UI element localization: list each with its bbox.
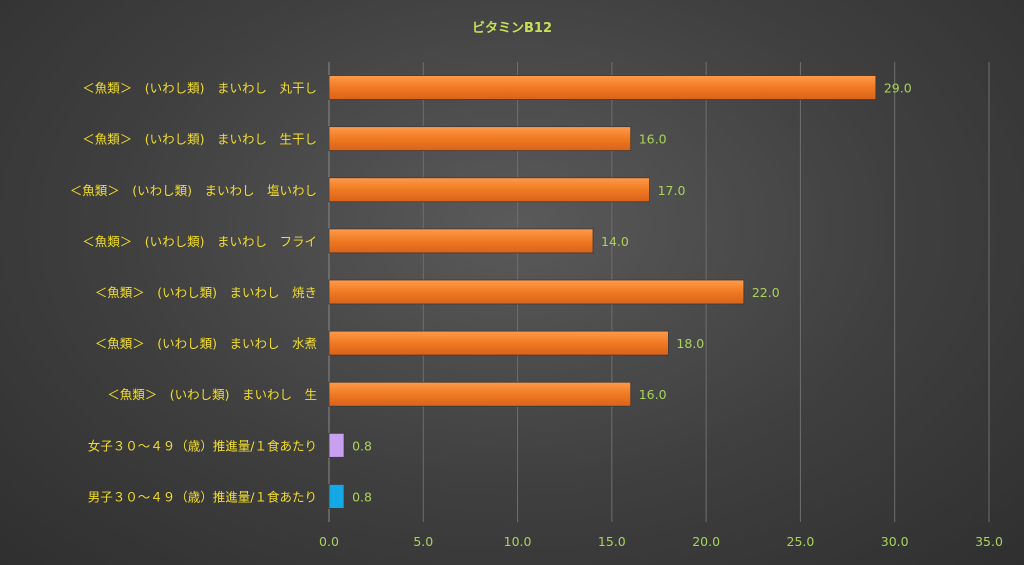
x-tick-label: 15.0: [598, 534, 626, 549]
category-label: ＜魚類＞ (いわし類) まいわし 生干し: [82, 132, 317, 147]
category-label: ＜魚類＞ (いわし類) まいわし フライ: [82, 234, 317, 249]
x-tick-label: 20.0: [692, 534, 720, 549]
data-label: 16.0: [639, 387, 667, 402]
data-label: 0.8: [352, 489, 372, 504]
x-axis-ticks: 0.0 5.0 10.0 15.0 20.0 25.0 30.0 35.0: [319, 534, 1003, 549]
bar: [328, 228, 594, 254]
bar: [328, 484, 345, 509]
category-label: ＜魚類＞ (いわし類) まいわし 水煮: [95, 336, 317, 351]
data-label: 17.0: [658, 183, 686, 198]
bar: [328, 279, 745, 305]
x-tick-label: 10.0: [504, 534, 532, 549]
bar: [328, 330, 669, 356]
x-tick-label: 30.0: [881, 534, 909, 549]
bar: [328, 381, 632, 407]
bar: [328, 126, 632, 152]
labels: 29.0 ＜魚類＞ (いわし類) まいわし 丸干し 16.0 ＜魚類＞ (いわし類) …: [70, 81, 912, 505]
category-label: 男子３０～４９（歳）推進量/１食あたり: [88, 489, 317, 504]
data-label: 18.0: [676, 336, 704, 351]
category-label: 女子３０～４９（歳）推進量/１食あたり: [88, 438, 317, 453]
data-label: 16.0: [639, 132, 667, 147]
chart-title: ビタミンB12: [472, 20, 552, 36]
x-tick-label: 0.0: [319, 534, 339, 549]
bar: [328, 75, 877, 100]
x-tick-label: 35.0: [975, 534, 1003, 549]
bars: [328, 75, 877, 509]
category-label: ＜魚類＞ (いわし類) まいわし 焼き: [95, 285, 317, 300]
data-label: 29.0: [884, 81, 912, 96]
data-label: 14.0: [601, 234, 629, 249]
data-label: 22.0: [752, 285, 780, 300]
data-label: 0.8: [352, 438, 372, 453]
x-tick-label: 5.0: [413, 534, 433, 549]
category-label: ＜魚類＞ (いわし類) まいわし 塩いわし: [70, 183, 317, 198]
category-label: ＜魚類＞ (いわし類) まいわし 生: [107, 387, 317, 402]
x-tick-label: 25.0: [787, 534, 815, 549]
bar: [328, 432, 345, 458]
bar: [328, 177, 650, 203]
category-label: ＜魚類＞ (いわし類) まいわし 丸干し: [82, 81, 317, 96]
